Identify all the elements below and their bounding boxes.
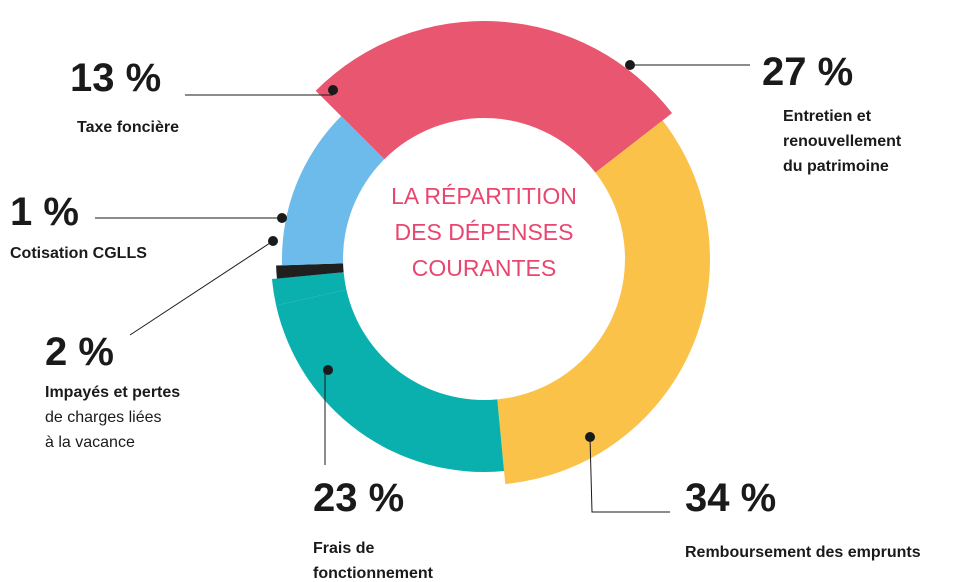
leader-line: [129, 240, 274, 336]
label-line: Frais de: [313, 540, 375, 557]
chart-title: LA RÉPARTITION DES DÉPENSES COURANTES: [391, 183, 577, 281]
value-label: 13 %: [70, 56, 162, 100]
value-label: 23 %: [313, 476, 405, 520]
donut-segment: [282, 116, 385, 266]
leader-line: [589, 436, 670, 513]
label-line: Remboursement des emprunts: [685, 544, 921, 561]
leader-dot: [625, 60, 635, 70]
donut-segment: [276, 263, 344, 279]
category-label: Frais de fonctionnement: [313, 536, 433, 582]
label-line: Taxe foncière: [77, 119, 179, 136]
value-label: 2 %: [45, 330, 114, 374]
leader-dot: [585, 432, 595, 442]
category-label: Remboursement des emprunts: [685, 540, 921, 565]
leader-lines: [95, 60, 750, 513]
label-line: à la vacance: [45, 434, 135, 451]
donut-segment: [276, 289, 505, 472]
leader-dot: [277, 213, 287, 223]
donut-segment: [271, 272, 347, 306]
value-label: 34 %: [685, 476, 777, 520]
donut-segment: [497, 120, 710, 484]
donut: [271, 20, 710, 484]
label-line: Impayés et pertes: [45, 384, 181, 401]
label-line: fonctionnement: [313, 565, 433, 582]
label-line: Entretien et: [783, 108, 872, 125]
donut-segment: [315, 20, 673, 173]
label-line: renouvellement: [783, 133, 902, 150]
label-line: Cotisation CGLLS: [10, 245, 147, 262]
category-label: Taxe foncière: [77, 115, 179, 140]
label-line: du patrimoine: [783, 158, 889, 175]
value-label: 27 %: [762, 50, 854, 94]
label-line: de charges liées: [45, 409, 162, 426]
value-label: 1 %: [10, 190, 79, 234]
category-label: Entretien et renouvellement du patrimoin…: [783, 104, 901, 179]
category-label: Cotisation CGLLS: [10, 241, 147, 266]
category-label: Impayés et pertes de charges liées à la …: [45, 380, 180, 455]
leader-dot: [328, 85, 338, 95]
leader-dot: [268, 236, 278, 246]
leader-dot: [323, 365, 333, 375]
